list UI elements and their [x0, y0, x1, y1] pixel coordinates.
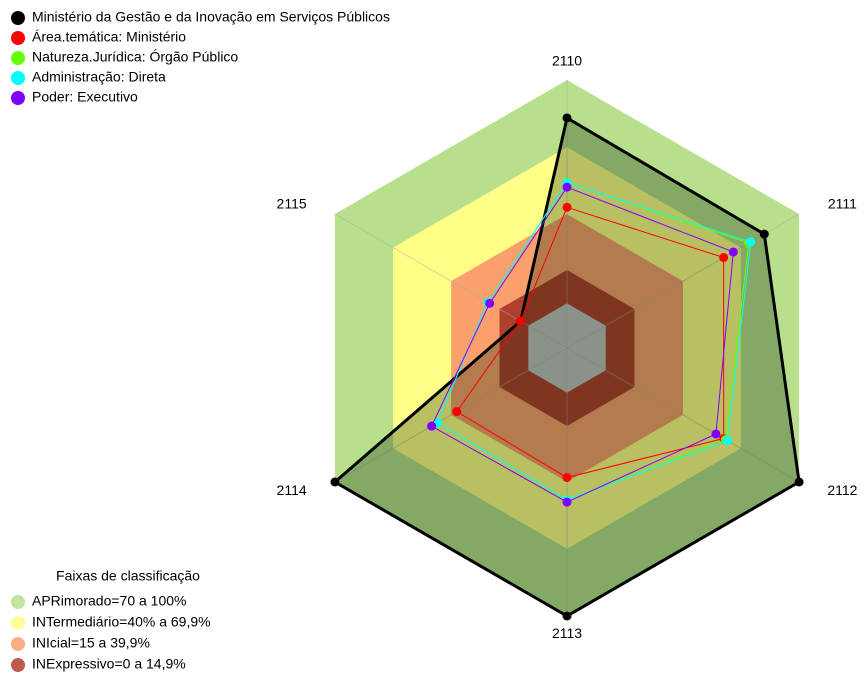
data-point — [427, 421, 437, 431]
spoke — [334, 213, 568, 349]
axis-label: 2114 — [277, 482, 307, 498]
axis-label: 2115 — [277, 196, 307, 212]
band-legend-label: APRimorado=70 a 100% — [32, 593, 187, 609]
data-point — [719, 253, 729, 263]
legend-marker — [11, 71, 25, 85]
data-point — [562, 202, 572, 212]
data-point — [330, 477, 340, 487]
data-point — [759, 229, 769, 239]
band-legend-marker — [11, 637, 25, 651]
data-point — [562, 473, 572, 483]
legend-label: Ministério da Gestão e da Inovação em Se… — [32, 9, 390, 25]
data-point — [562, 113, 572, 123]
legend-marker — [11, 11, 25, 25]
axis-label: 2111 — [828, 196, 857, 212]
legend-label: Poder: Executivo — [32, 89, 138, 105]
data-point — [711, 429, 721, 439]
band-legend-label: INTermediário=40% a 69,9% — [32, 614, 211, 630]
legend-marker — [11, 91, 25, 105]
legend-label: Administração: Direta — [32, 69, 166, 85]
bands-title: Faixas de classificação — [56, 568, 200, 584]
spoke — [334, 347, 568, 483]
band-legend-marker — [11, 595, 25, 609]
band-legend-label: INIcial=15 a 39,9% — [32, 635, 150, 651]
band-legend-label: INExpressivo=0 a 14,9% — [32, 656, 186, 672]
axis-label: 2113 — [552, 625, 582, 641]
data-point — [723, 436, 733, 446]
legend-label: Área.temática: Ministério — [32, 29, 186, 45]
data-point — [516, 316, 526, 326]
axis-label: 2112 — [827, 482, 857, 498]
data-point — [562, 182, 572, 192]
axis-label: 2110 — [552, 53, 582, 69]
band-legend-marker — [11, 616, 25, 630]
legend-marker — [11, 31, 25, 45]
data-point — [794, 477, 804, 487]
band-legend-marker — [11, 658, 25, 672]
data-point — [562, 497, 572, 507]
data-point — [452, 407, 462, 417]
data-point — [562, 611, 572, 621]
legend-marker — [11, 51, 25, 65]
legend-label: Natureza.Jurídica: Órgão Público — [32, 49, 238, 65]
data-point — [746, 237, 756, 247]
data-point — [728, 247, 738, 257]
data-point — [485, 298, 495, 308]
spoke — [566, 347, 800, 483]
